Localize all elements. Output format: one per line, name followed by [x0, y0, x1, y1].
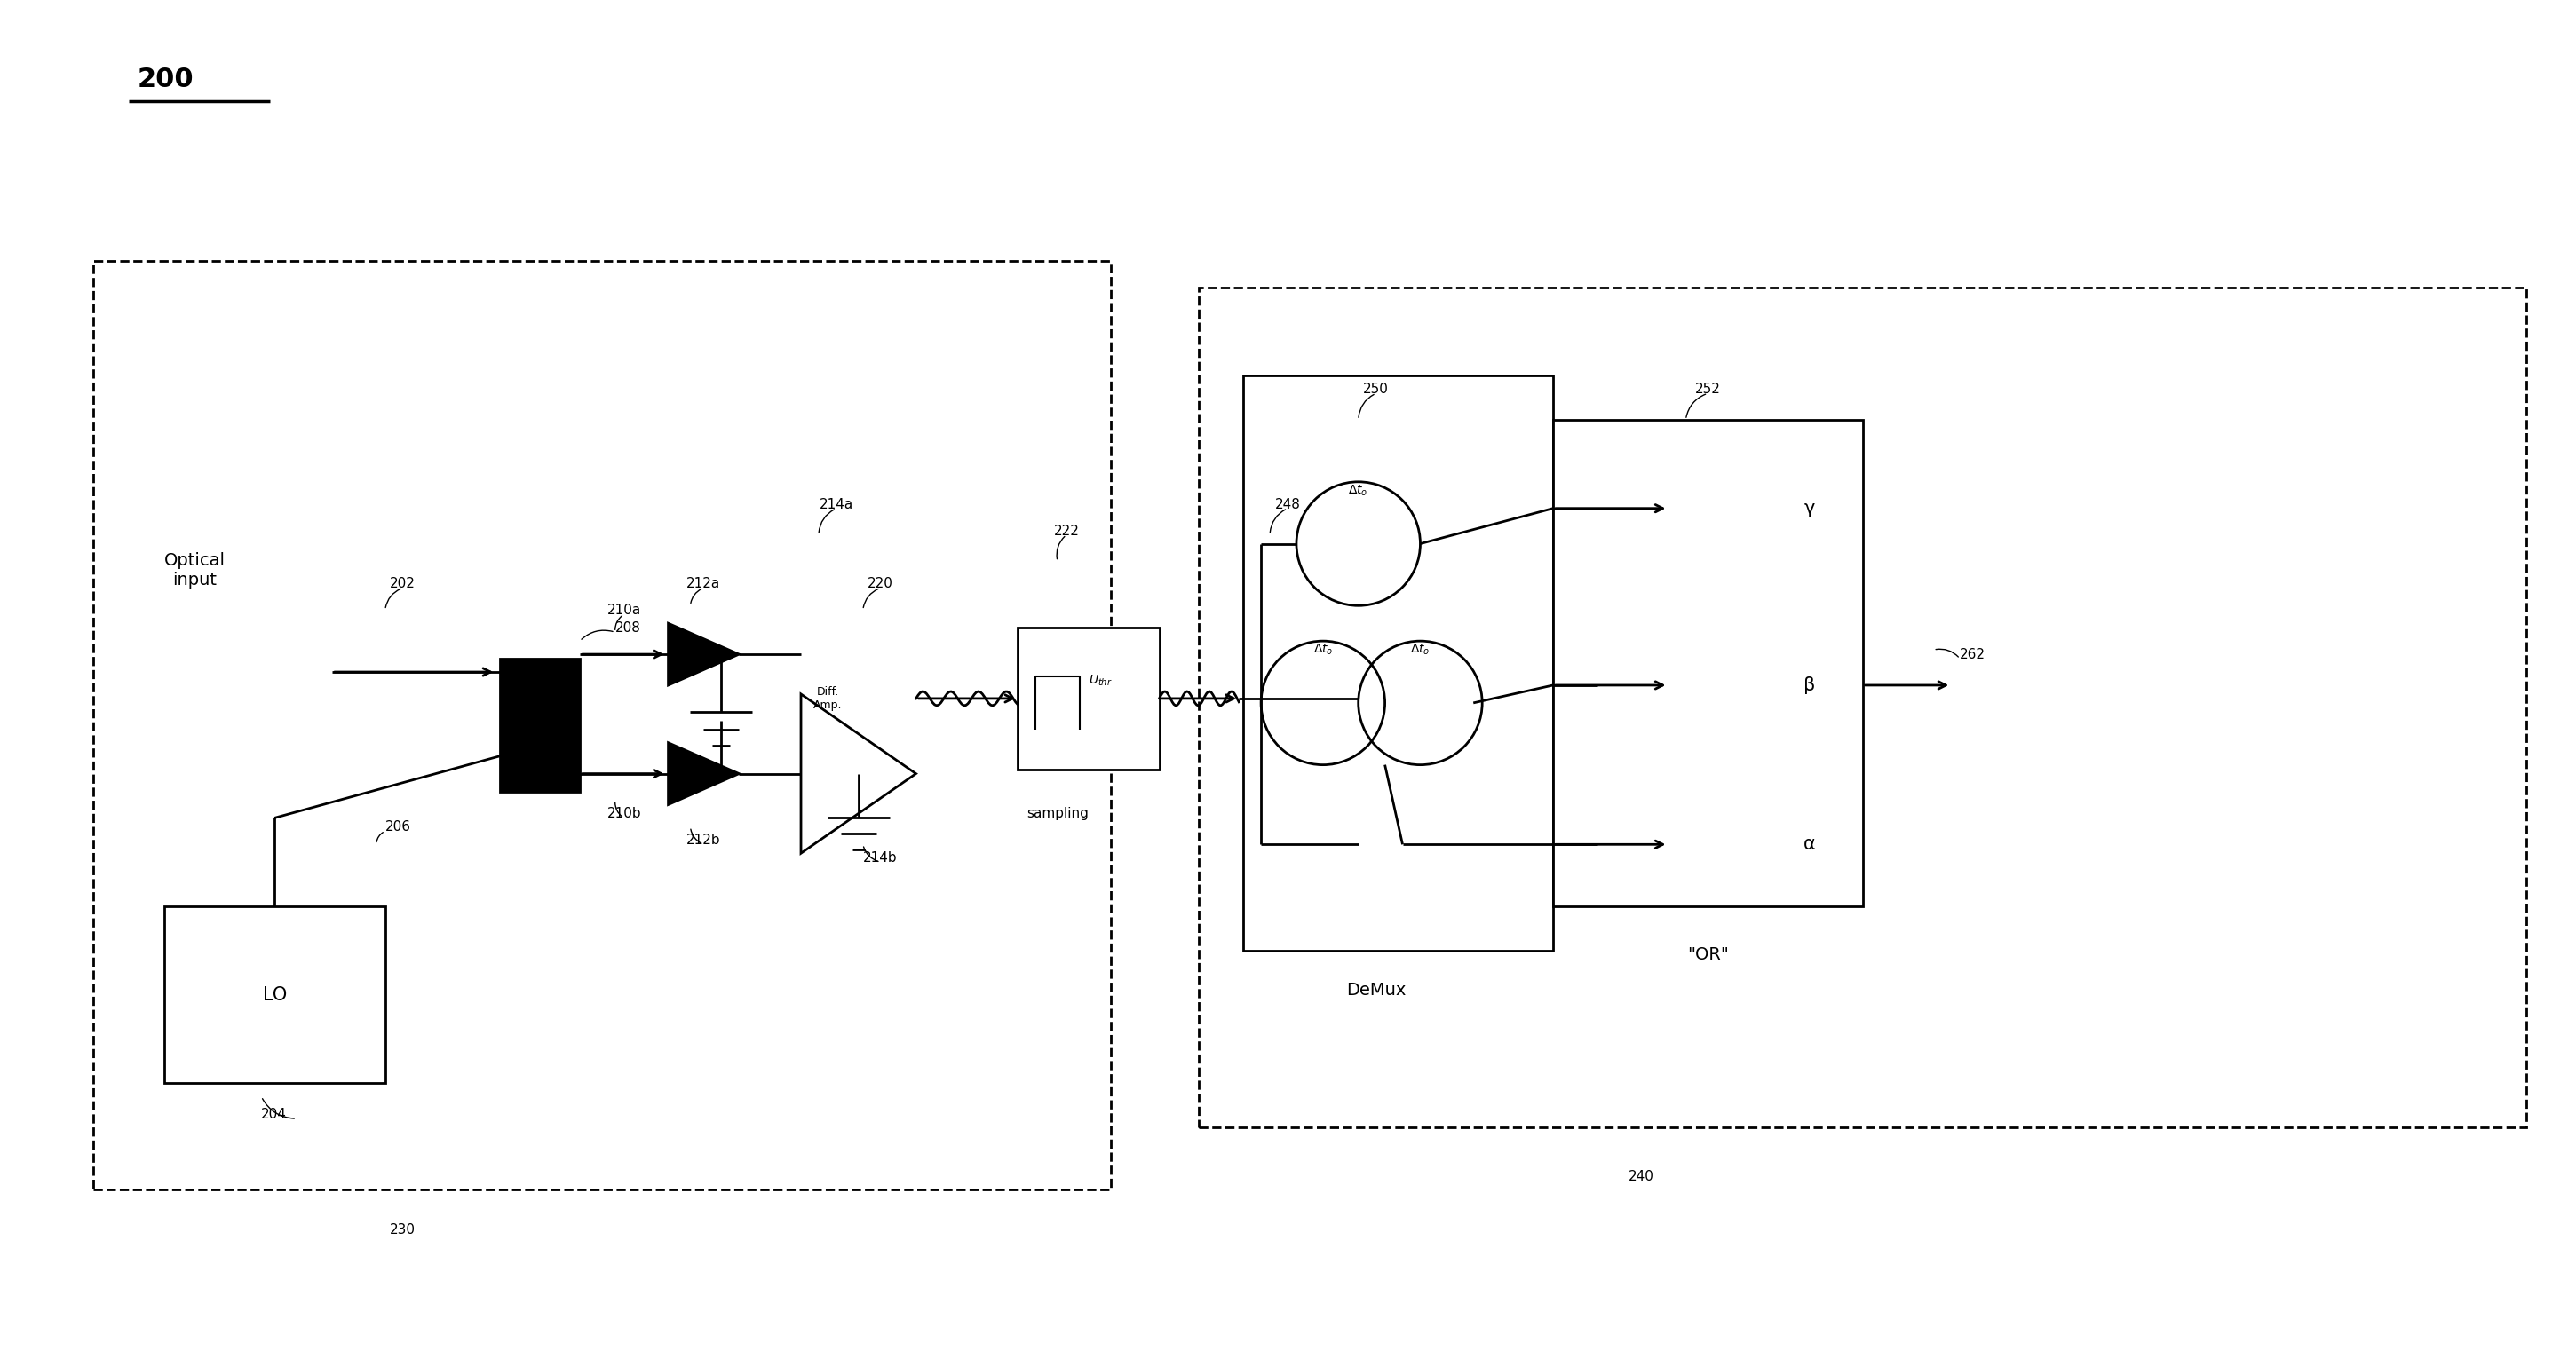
Text: β: β: [1803, 677, 1816, 694]
Text: $U_{thr}$: $U_{thr}$: [1090, 674, 1113, 688]
Text: 200: 200: [137, 66, 193, 92]
Text: DeMux: DeMux: [1347, 981, 1406, 998]
Text: 240: 240: [1628, 1170, 1654, 1183]
Text: $\Delta t_o$: $\Delta t_o$: [1409, 643, 1430, 657]
Bar: [93, 261, 1110, 1189]
Text: 222: 222: [1054, 524, 1079, 538]
Text: 210b: 210b: [608, 808, 641, 820]
Text: 204: 204: [260, 1108, 286, 1121]
Text: Diff.
Amp.: Diff. Amp.: [814, 686, 842, 711]
Text: 262: 262: [1960, 648, 1986, 662]
Bar: [165, 907, 386, 1084]
Text: LO: LO: [263, 986, 286, 1004]
Text: 220: 220: [868, 577, 894, 590]
Text: 248: 248: [1275, 497, 1301, 511]
Text: $\Delta t_o$: $\Delta t_o$: [1347, 484, 1368, 499]
Polygon shape: [667, 623, 739, 685]
Bar: [1553, 420, 1862, 907]
Text: γ: γ: [1803, 500, 1816, 517]
Text: Optical
input: Optical input: [165, 553, 224, 589]
Bar: [500, 659, 580, 792]
Text: 210a: 210a: [608, 604, 641, 617]
Text: 214b: 214b: [863, 851, 896, 865]
Text: sampling: sampling: [1028, 808, 1090, 820]
Text: 212a: 212a: [688, 577, 721, 590]
Bar: [1018, 628, 1159, 769]
Text: "OR": "OR": [1687, 946, 1728, 963]
Text: 214a: 214a: [819, 497, 853, 511]
Text: $\Delta t_o$: $\Delta t_o$: [1314, 643, 1332, 657]
Polygon shape: [801, 694, 917, 854]
Text: 206: 206: [386, 820, 412, 834]
Bar: [1244, 376, 1553, 951]
Text: 250: 250: [1363, 382, 1388, 396]
Bar: [1198, 288, 2527, 1128]
Text: α: α: [1803, 835, 1816, 854]
Text: 230: 230: [389, 1223, 415, 1236]
Text: 202: 202: [389, 577, 415, 590]
Text: 208: 208: [616, 621, 641, 635]
Polygon shape: [667, 743, 739, 805]
Text: 212b: 212b: [685, 834, 721, 847]
Text: 252: 252: [1695, 382, 1721, 396]
